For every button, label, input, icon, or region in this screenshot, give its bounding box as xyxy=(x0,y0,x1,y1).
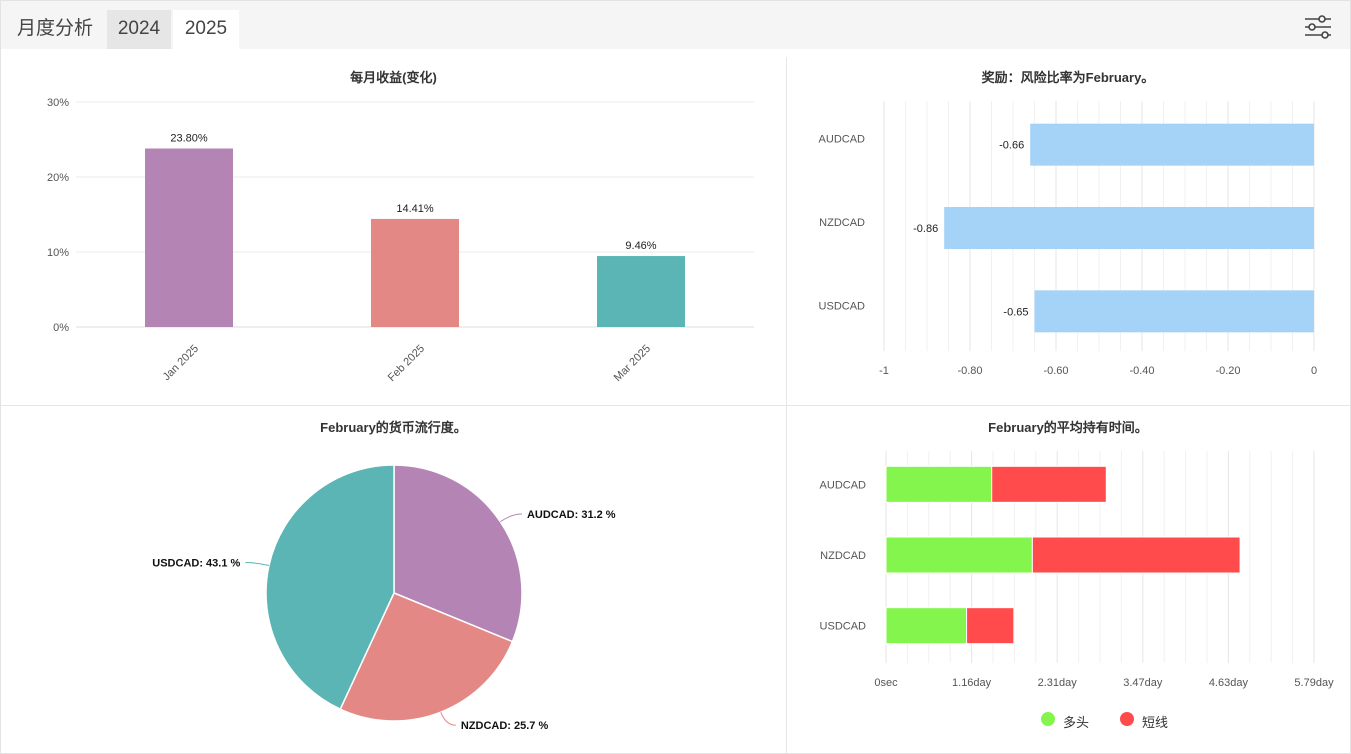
top-bar: 月度分析 2024 2025 xyxy=(1,1,1350,49)
slice-label: NZDCAD: 25.7 % xyxy=(461,720,549,732)
horizontal-divider xyxy=(1,405,1350,406)
y-tick-label: 10% xyxy=(47,247,69,259)
x-tick-label: -0.60 xyxy=(1043,365,1068,377)
bar-audcad-long xyxy=(885,465,993,503)
y-tick-label: NZDCAD xyxy=(819,217,865,229)
data-label: -0.65 xyxy=(1003,306,1028,318)
tab-2024[interactable]: 2024 xyxy=(107,10,171,49)
x-tick-label: 1.16day xyxy=(952,677,992,689)
data-label: 23.80% xyxy=(170,133,208,145)
x-tick-label: -0.20 xyxy=(1215,365,1240,377)
y-tick-label: AUDCAD xyxy=(820,479,867,491)
tab-2025[interactable]: 2025 xyxy=(173,10,239,49)
slice-connector xyxy=(245,561,270,566)
data-label: 9.46% xyxy=(625,240,656,252)
x-tick-label: -1 xyxy=(879,365,889,377)
slice-label: AUDCAD: 31.2 % xyxy=(527,509,616,521)
bar-audcad xyxy=(1030,123,1314,166)
x-tick-label: 5.79day xyxy=(1294,677,1334,689)
bar-nzdcad-short xyxy=(1031,536,1241,574)
currency-popularity-title: February的货币流行度。 xyxy=(320,420,467,435)
slice-connector xyxy=(500,513,522,523)
x-tick-label: 0sec xyxy=(874,677,898,689)
y-tick-label: NZDCAD xyxy=(820,550,866,562)
x-tick-label: Feb 2025 xyxy=(386,343,427,384)
bar-usdcad-long xyxy=(885,607,968,645)
data-label: -0.66 xyxy=(999,140,1024,152)
legend-long-label: 多头 xyxy=(1063,715,1090,730)
holding-time-chart: 0sec 1.16day 2.31day 3.47day 4.63day 5.79day A… xyxy=(820,451,1334,689)
y-tick-label: AUDCAD xyxy=(819,134,866,146)
y-tick-label: 20% xyxy=(47,172,69,184)
x-tick-label: -0.80 xyxy=(957,365,982,377)
reward-risk-title: 奖励：风险比率为February。 xyxy=(981,70,1155,85)
x-tick-label: 3.47day xyxy=(1123,677,1163,689)
monthly-returns-title: 每月收益(变化) xyxy=(350,70,437,85)
y-tick-label: 0% xyxy=(53,322,69,334)
holding-time-title: February的平均持有时间。 xyxy=(988,420,1148,435)
bar-usdcad-short xyxy=(966,607,1015,645)
panel-title: 月度分析 xyxy=(16,18,93,39)
y-tick-label: 30% xyxy=(47,97,69,109)
currency-popularity-chart: AUDCAD: 31.2 % NZDCAD: 25.7 % USDCAD: 43.1… xyxy=(152,464,616,732)
legend-short-marker xyxy=(1120,712,1134,726)
x-tick-label: -0.40 xyxy=(1129,365,1154,377)
y-tick-label: USDCAD xyxy=(819,300,866,312)
legend-short-label: 短线 xyxy=(1142,715,1169,730)
y-tick-label: USDCAD xyxy=(820,621,867,633)
bar-feb-2025 xyxy=(371,218,459,327)
bar-usdcad xyxy=(1034,290,1314,333)
data-label: -0.86 xyxy=(913,223,938,235)
bar-nzdcad-long xyxy=(885,536,1033,574)
x-tick-label: 2.31day xyxy=(1038,677,1078,689)
bar-jan-2025 xyxy=(145,148,233,327)
reward-risk-chart: -1 -0.80 -0.60 -0.40 -0.20 0 -0.66 AUDCAD -0.86 N… xyxy=(819,101,1317,377)
data-label: 14.41% xyxy=(396,203,434,215)
slice-audcad xyxy=(393,464,523,643)
x-tick-label: 0 xyxy=(1311,365,1317,377)
monthly-returns-chart: 0% 10% 20% 30% 23.80% Jan 2025 14.41% Feb 2025 9… xyxy=(47,97,754,384)
x-tick-label: Jan 2025 xyxy=(161,343,201,383)
sliders-icon[interactable] xyxy=(1303,14,1333,40)
legend-long-marker xyxy=(1041,712,1055,726)
slice-connector xyxy=(440,711,456,726)
x-tick-label: 4.63day xyxy=(1209,677,1249,689)
bar-nzdcad xyxy=(944,207,1314,249)
x-tick-label: Mar 2025 xyxy=(612,343,653,384)
bar-mar-2025 xyxy=(597,256,685,327)
bar-audcad-short xyxy=(991,465,1107,503)
slice-label: USDCAD: 43.1 % xyxy=(152,557,240,569)
slice-usdcad xyxy=(265,464,395,711)
